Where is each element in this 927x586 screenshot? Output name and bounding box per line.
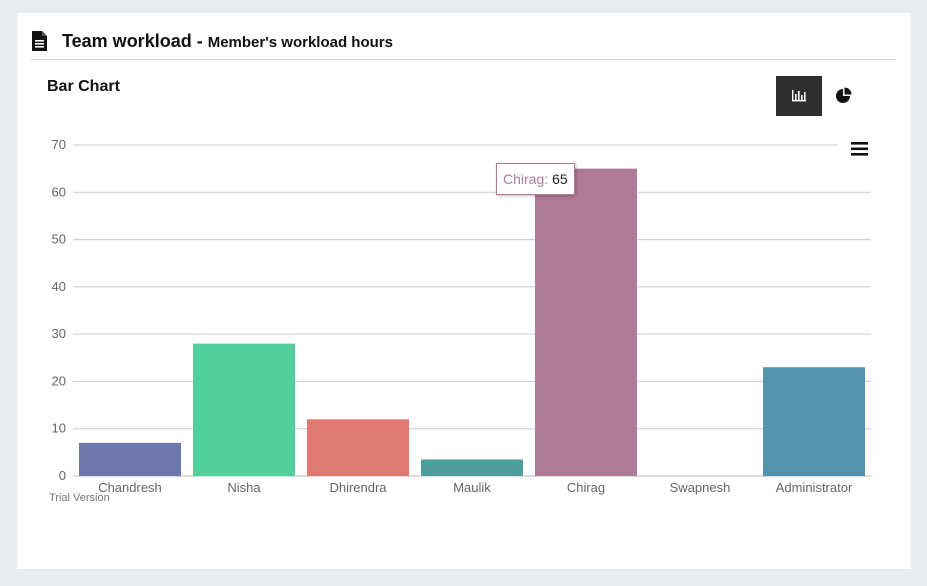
- x-tick-label: Nisha: [227, 480, 261, 495]
- y-tick-label: 50: [52, 232, 66, 247]
- y-tick-label: 60: [52, 184, 66, 199]
- x-tick-label: Chirag: [567, 480, 605, 495]
- y-tick-label: 30: [52, 326, 66, 341]
- page-title: Team workload - Member's workload hours: [62, 31, 393, 52]
- pie-chart-icon: [836, 87, 852, 103]
- page-subtitle: Member's workload hours: [207, 34, 393, 51]
- tooltip-value: 65: [552, 171, 568, 187]
- document-icon: [32, 31, 47, 51]
- chart-tooltip: Chirag: 65: [496, 163, 575, 195]
- y-tick-label: 10: [52, 421, 66, 436]
- chart-title: Bar Chart: [47, 78, 120, 95]
- bar: [307, 419, 409, 476]
- pie-chart-toggle-button[interactable]: [826, 76, 862, 116]
- x-tick-label: Dhirendra: [329, 480, 387, 495]
- hamburger-menu-icon[interactable]: [850, 140, 870, 158]
- bar: [535, 168, 637, 476]
- x-tick-label: Swapnesh: [670, 480, 731, 495]
- y-tick-label: 20: [52, 373, 66, 388]
- bar: [79, 442, 181, 476]
- bar: [763, 367, 865, 476]
- bar-chart-toggle-button[interactable]: [776, 76, 822, 116]
- bar-chart-icon: [792, 90, 806, 102]
- y-tick-label: 40: [52, 279, 66, 294]
- bar: [421, 459, 523, 476]
- panel-header: Team workload - Member's workload hours: [31, 27, 896, 60]
- bar: [193, 343, 295, 476]
- tooltip-label: Chirag:: [503, 171, 549, 187]
- trial-version-label: Trial Version: [49, 492, 110, 504]
- x-tick-label: Administrator: [776, 480, 853, 495]
- page-title-text: Team workload -: [62, 31, 208, 51]
- y-tick-label: 0: [59, 468, 66, 483]
- x-tick-label: Maulik: [453, 480, 491, 495]
- y-tick-label: 70: [52, 137, 66, 152]
- x-tick-label: Chandresh: [98, 480, 162, 495]
